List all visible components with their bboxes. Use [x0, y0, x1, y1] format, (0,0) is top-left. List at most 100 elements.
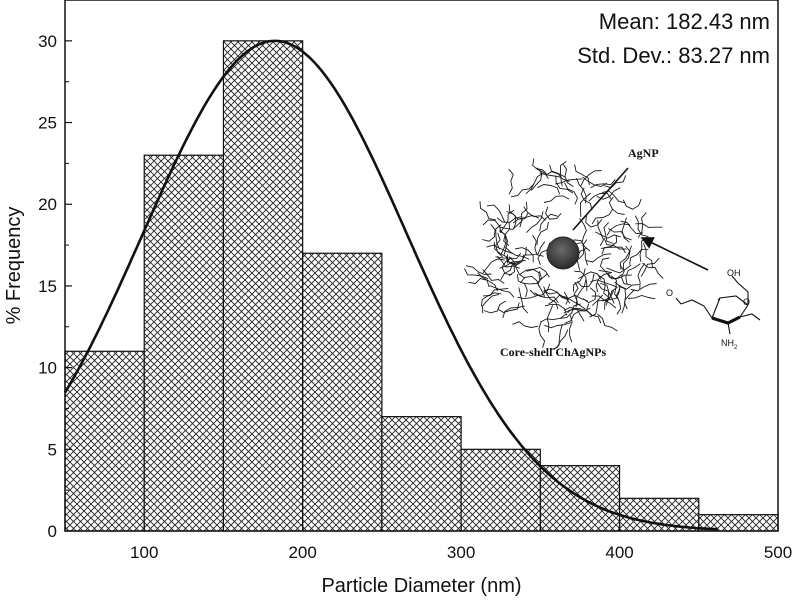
y-tick-label: 5: [48, 440, 57, 459]
x-tick-label: 400: [605, 543, 633, 562]
shell-strand: [576, 178, 587, 204]
shell-strand: [604, 286, 618, 310]
shell-strand: [564, 310, 587, 324]
shell-strand: [619, 245, 633, 270]
histogram-bar: [381, 416, 462, 532]
histogram-bar: [618, 497, 700, 532]
shell-strand: [486, 204, 506, 223]
y-tick-label: 20: [38, 195, 57, 214]
axis-tick-labels: 100 200 300 400 500 0 5 10 15 20 25 30: [38, 32, 792, 562]
y-tick-label: 10: [38, 359, 57, 378]
shell-strand: [550, 329, 569, 351]
shell-strand: [532, 235, 544, 257]
shell-strand: [522, 273, 548, 285]
shell-strand: [595, 231, 621, 239]
shell-strand: [622, 198, 642, 210]
shell-strand: [510, 183, 535, 198]
shell-strand: [628, 295, 656, 300]
shell-strand: [530, 167, 543, 191]
shell-strand: [576, 273, 595, 288]
shell-strand: [546, 305, 554, 333]
shell-strand: [540, 313, 567, 323]
shell-strand: [625, 263, 641, 284]
shell-strand: [482, 293, 500, 314]
histogram-bars: [64, 40, 779, 532]
shell-strand: [622, 245, 631, 271]
shell-strand: [508, 168, 514, 195]
shell-strand: [515, 247, 534, 263]
shell-strand: [508, 256, 526, 279]
shell-strand: [580, 187, 593, 211]
shell-strand: [603, 222, 614, 244]
y-tick-label: 25: [38, 114, 57, 133]
shell-strand: [640, 257, 660, 277]
nh2-label: NH2: [721, 338, 738, 351]
x-tick-label: 100: [130, 543, 158, 562]
shell-strand: [532, 158, 549, 179]
shell-strand: [543, 195, 570, 203]
shell-strand: [482, 219, 502, 233]
shell-strand: [483, 300, 507, 314]
shell-strand: [599, 257, 613, 274]
shell-strand: [506, 254, 515, 277]
shell-strand: [544, 303, 568, 316]
shell-strand: [603, 237, 627, 250]
shell-strand: [563, 306, 585, 322]
shell-strand: [555, 178, 583, 185]
shell-strand: [506, 211, 529, 220]
shell-strand: [519, 201, 528, 228]
shell-strand: [604, 175, 627, 189]
x-axis-label: Particle Diameter (nm): [321, 575, 521, 597]
shell-strand: [614, 281, 640, 290]
core-shell-label: Core-shell ChAgNPs: [500, 345, 606, 359]
shell-strand: [482, 269, 505, 284]
histogram-bar: [143, 154, 225, 532]
shell-strand: [517, 294, 545, 300]
y-axis-label: % Frequency: [3, 207, 25, 325]
shell-strand: [468, 278, 490, 288]
shell-strand: [580, 192, 591, 217]
shell-strand: [502, 305, 525, 319]
shell-strand: [585, 303, 602, 324]
shell-strand: [477, 272, 499, 292]
shell-strand: [597, 313, 618, 332]
shell-strand: [495, 233, 503, 258]
methoxy-label: O: [666, 288, 673, 298]
shell-strand: [526, 267, 550, 278]
shell-strand: [601, 234, 618, 255]
shell-strand: [543, 288, 569, 301]
shell-strand: [608, 196, 625, 216]
shell-strand: [529, 283, 551, 296]
shell-strand: [637, 263, 646, 290]
shell-strand: [585, 253, 612, 263]
shell-strand: [598, 274, 610, 298]
shell-strand: [559, 161, 567, 187]
shell-strand: [579, 218, 587, 244]
shell-strand: [608, 228, 632, 241]
shell-strand: [621, 217, 630, 243]
shell-strand: [496, 216, 522, 223]
shell-strand: [508, 204, 517, 230]
shell-strand: [512, 321, 539, 328]
std-annotation: Std. Dev.: 83.27 nm: [577, 43, 770, 68]
shell-strand: [582, 287, 597, 304]
x-tick-label: 500: [764, 543, 792, 562]
shell-strand: [598, 269, 623, 280]
shell-strand: [526, 211, 544, 234]
shell-strand: [555, 175, 574, 194]
shell-strand: [642, 262, 664, 279]
shell-strand: [580, 170, 602, 187]
shell-strand: [493, 241, 509, 264]
shell-strand: [621, 289, 635, 314]
shell-strand: [497, 302, 520, 313]
shell-strand: [518, 287, 529, 314]
shell-strand: [464, 268, 489, 280]
shell-strand: [618, 285, 628, 310]
shell-strand: [479, 201, 496, 221]
shell-strand: [489, 285, 515, 298]
shell-strand: [567, 307, 593, 316]
shell-strand: [495, 252, 522, 260]
histogram-bar: [460, 448, 541, 532]
shell-strand: [606, 264, 632, 274]
y-tick-label: 0: [48, 522, 57, 541]
